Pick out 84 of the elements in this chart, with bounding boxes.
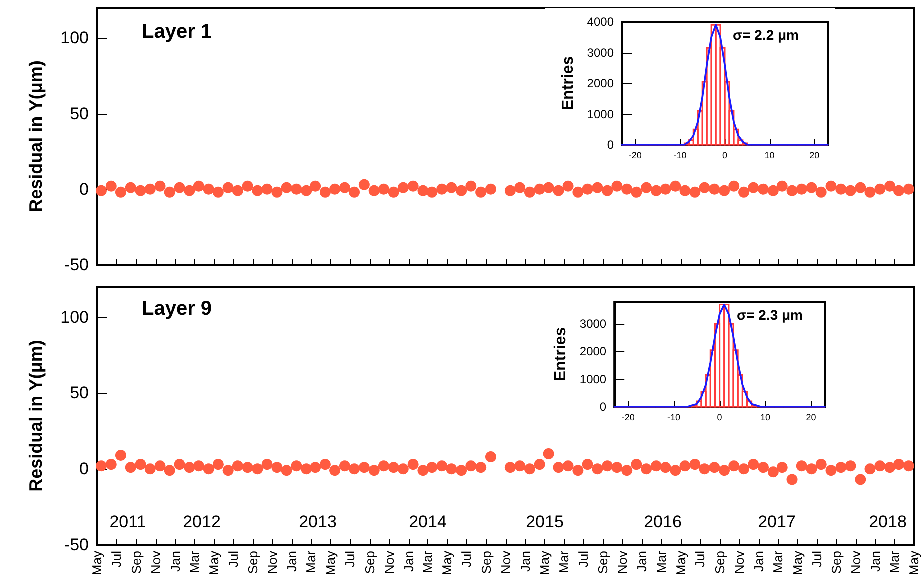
y-tick-label: -50 xyxy=(64,256,89,274)
x-tick-label: May xyxy=(906,550,922,576)
y-axis-title: Residual in Y(μm) xyxy=(26,60,46,212)
annotation: σ= 2.3 μm xyxy=(737,307,804,323)
x-tick-label: 20 xyxy=(810,150,820,160)
x-tick-label: Nov xyxy=(148,550,164,574)
annotation: 2016 xyxy=(644,512,682,532)
y-axis-title: Entries xyxy=(560,56,577,111)
x-tick-label: Jul xyxy=(809,550,824,568)
annotation: 2012 xyxy=(183,512,221,532)
annotation: 2013 xyxy=(299,512,337,532)
x-tick-label: Jan xyxy=(752,551,767,572)
x-tick-label: Jul xyxy=(108,550,124,568)
x-tick-label: -20 xyxy=(622,412,635,422)
x-tick-label: Sep xyxy=(478,551,494,574)
x-tick-label: Sep xyxy=(712,551,728,574)
x-tick-label: May xyxy=(440,550,455,576)
y-tick-label: -50 xyxy=(64,536,89,554)
annotation: σ= 2.2 μm xyxy=(733,27,800,43)
y-tick-label: 3000 xyxy=(580,317,607,332)
x-tick-label: Nov xyxy=(732,550,748,574)
y-tick-label: 100 xyxy=(60,28,89,48)
annotation: 2014 xyxy=(409,512,447,532)
y-axis-title: Entries xyxy=(552,327,570,382)
y-tick-label: 0 xyxy=(607,138,614,152)
y-tick-label: 50 xyxy=(70,384,89,403)
x-tick-label: Sep xyxy=(596,551,611,574)
x-tick-label: Mar xyxy=(420,550,436,574)
y-tick-label: 50 xyxy=(70,104,89,124)
annotation: 2011 xyxy=(110,512,146,532)
x-tick-label: Nov xyxy=(382,550,397,574)
x-tick-label: Nov xyxy=(615,550,630,574)
x-tick-label: Sep xyxy=(362,551,378,574)
y-tick-label: 2000 xyxy=(580,344,607,359)
x-tick-label: Jan xyxy=(401,551,416,572)
y-axis-title: Residual in Y(μm) xyxy=(26,340,46,492)
annotation: 2015 xyxy=(526,512,564,532)
x-tick-label: Nov xyxy=(498,550,514,574)
y-tick-label: 3000 xyxy=(587,46,614,60)
y-tick-label: 100 xyxy=(60,308,89,327)
x-tick-label: Mar xyxy=(304,550,319,574)
x-tick-label: May xyxy=(673,550,688,576)
annotation: 2018 xyxy=(869,512,907,532)
x-tick-label: Jan xyxy=(634,551,650,572)
x-tick-label: Jul xyxy=(576,550,591,568)
x-tick-label: May xyxy=(90,550,104,576)
x-tick-label: Jan xyxy=(518,551,533,572)
annotation: Layer 9 xyxy=(142,298,212,320)
x-tick-label: 20 xyxy=(806,412,816,422)
x-tick-label: Sep xyxy=(246,551,261,574)
x-tick-label: Sep xyxy=(829,551,844,574)
x-tick-label: -10 xyxy=(674,150,687,160)
x-tick-label: 0 xyxy=(717,412,722,422)
x-tick-label: Jan xyxy=(868,551,884,572)
x-tick-label: Jul xyxy=(459,550,474,568)
y-tick-label: 4000 xyxy=(587,15,614,29)
x-tick-label: May xyxy=(323,550,338,576)
x-tick-label: 0 xyxy=(722,150,728,160)
x-tick-label: Jan xyxy=(168,551,183,572)
y-tick-label: 0 xyxy=(80,180,89,199)
y-tick-label: 0 xyxy=(600,400,607,414)
y-tick-label: 2000 xyxy=(587,76,614,90)
x-tick-label: -20 xyxy=(628,150,642,160)
x-tick-label: Jan xyxy=(284,551,300,572)
y-tick-label: 1000 xyxy=(580,372,607,386)
x-tick-label: Mar xyxy=(186,550,202,574)
x-tick-label: Jul xyxy=(226,550,241,568)
x-tick-label: Jul xyxy=(692,550,708,568)
x-tick-label: Sep xyxy=(128,551,144,574)
x-tick-label: 10 xyxy=(760,412,771,422)
y-tick-label: 0 xyxy=(80,460,89,479)
x-tick-label: Jul xyxy=(342,550,358,568)
x-tick-label: -10 xyxy=(668,412,681,422)
x-tick-label: Mar xyxy=(887,550,902,574)
x-tick-label: Mar xyxy=(654,550,669,574)
annotation: 2017 xyxy=(758,512,796,532)
x-tick-label: May xyxy=(206,550,222,576)
annotation: Layer 1 xyxy=(142,21,212,43)
x-tick-label: Nov xyxy=(265,550,280,574)
y-tick-label: 1000 xyxy=(587,107,614,122)
x-tick-label: 10 xyxy=(764,150,775,160)
x-tick-label: Nov xyxy=(848,550,864,574)
x-tick-label: Mar xyxy=(770,550,786,574)
x-tick-label: May xyxy=(790,550,805,576)
